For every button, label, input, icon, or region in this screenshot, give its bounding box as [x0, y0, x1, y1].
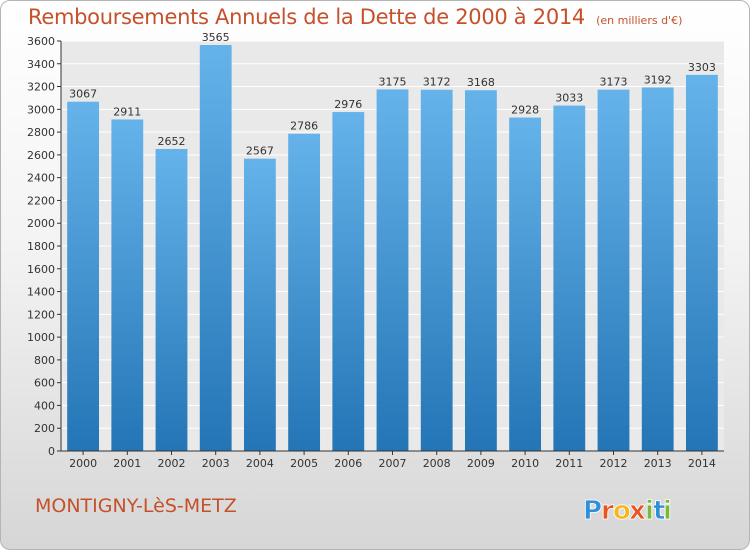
chart-title-row: Remboursements Annuels de la Dette de 20…	[28, 5, 682, 29]
x-tick-label-2010: 2010	[511, 457, 539, 470]
bar-2001	[111, 119, 144, 451]
data-label-2003: 3565	[202, 31, 230, 44]
y-tick-label: 1600	[27, 263, 55, 276]
x-tick-label-2009: 2009	[467, 457, 495, 470]
data-label-2001: 2911	[113, 105, 141, 118]
bar-2000	[67, 101, 100, 452]
x-tick-label-2000: 2000	[69, 457, 97, 470]
data-label-2008: 3172	[423, 76, 451, 89]
chart-unit: (en milliers d'€)	[596, 14, 683, 27]
bar-2007	[376, 89, 409, 452]
data-label-2007: 3175	[379, 75, 407, 88]
bar-2009	[464, 90, 497, 451]
data-label-2014: 3303	[688, 61, 716, 74]
y-tick-label: 1400	[27, 286, 55, 299]
bar-2013	[641, 87, 674, 451]
logo-letter-0: P	[583, 496, 602, 526]
y-tick-label: 2800	[27, 126, 55, 139]
bar-2010	[509, 117, 542, 452]
bar-2005	[288, 133, 321, 451]
data-label-2004: 2567	[246, 145, 274, 158]
data-label-2010: 2928	[511, 104, 539, 117]
data-label-2011: 3033	[555, 92, 583, 105]
chart-title: Remboursements Annuels de la Dette de 20…	[28, 5, 585, 29]
y-tick-label: 800	[34, 354, 55, 367]
logo-letter-4: i	[645, 496, 654, 526]
y-tick-label: 600	[34, 377, 55, 390]
x-tick-label-2007: 2007	[379, 457, 407, 470]
y-tick-label: 0	[48, 445, 55, 458]
logo-letter-1: r	[601, 496, 614, 526]
data-label-2000: 3067	[69, 88, 97, 101]
x-tick-label-2013: 2013	[644, 457, 672, 470]
bar-2008	[420, 89, 453, 451]
x-tick-label-2008: 2008	[423, 457, 451, 470]
bar-2014	[685, 74, 718, 451]
y-tick-label: 1200	[27, 308, 55, 321]
data-label-2009: 3168	[467, 76, 495, 89]
y-tick-label: 3400	[27, 58, 55, 71]
x-tick-label-2011: 2011	[555, 457, 583, 470]
y-tick-label: 1000	[27, 331, 55, 344]
bar-2004	[243, 158, 276, 451]
data-label-2006: 2976	[334, 98, 362, 111]
y-tick-label: 2400	[27, 172, 55, 185]
logo-letter-6: i	[663, 496, 672, 526]
y-tick-label: 2600	[27, 149, 55, 162]
y-tick-label: 200	[34, 422, 55, 435]
x-tick-label-2005: 2005	[290, 457, 318, 470]
bar-2012	[597, 89, 630, 451]
data-label-2012: 3173	[600, 76, 628, 89]
y-tick-label: 2200	[27, 194, 55, 207]
y-tick-label: 400	[34, 399, 55, 412]
x-tick-label-2004: 2004	[246, 457, 274, 470]
proxiti-logo: Pr ox i ti	[583, 496, 673, 527]
bar-2003	[199, 44, 232, 451]
x-tick-label-2002: 2002	[158, 457, 186, 470]
logo-letter-3: x	[629, 496, 646, 526]
data-label-2002: 2652	[158, 135, 186, 148]
y-tick-label: 3600	[27, 35, 55, 48]
data-label-2005: 2786	[290, 120, 318, 133]
logo-letter-2: o	[613, 496, 631, 526]
x-tick-label-2003: 2003	[202, 457, 230, 470]
bar-2006	[332, 112, 365, 452]
y-tick-label: 2000	[27, 217, 55, 230]
bar-2002	[155, 148, 188, 451]
x-tick-label-2012: 2012	[600, 457, 628, 470]
x-tick-label-2014: 2014	[688, 457, 716, 470]
bar-2011	[553, 105, 586, 451]
y-tick-label: 3000	[27, 103, 55, 116]
x-tick-label-2001: 2001	[113, 457, 141, 470]
x-tick-label-2006: 2006	[334, 457, 362, 470]
y-tick-label: 3200	[27, 81, 55, 94]
city-name: MONTIGNY-LèS-METZ	[35, 495, 237, 517]
data-label-2013: 3192	[644, 73, 672, 86]
y-tick-label: 1800	[27, 240, 55, 253]
logo-letter-5: t	[653, 496, 665, 526]
